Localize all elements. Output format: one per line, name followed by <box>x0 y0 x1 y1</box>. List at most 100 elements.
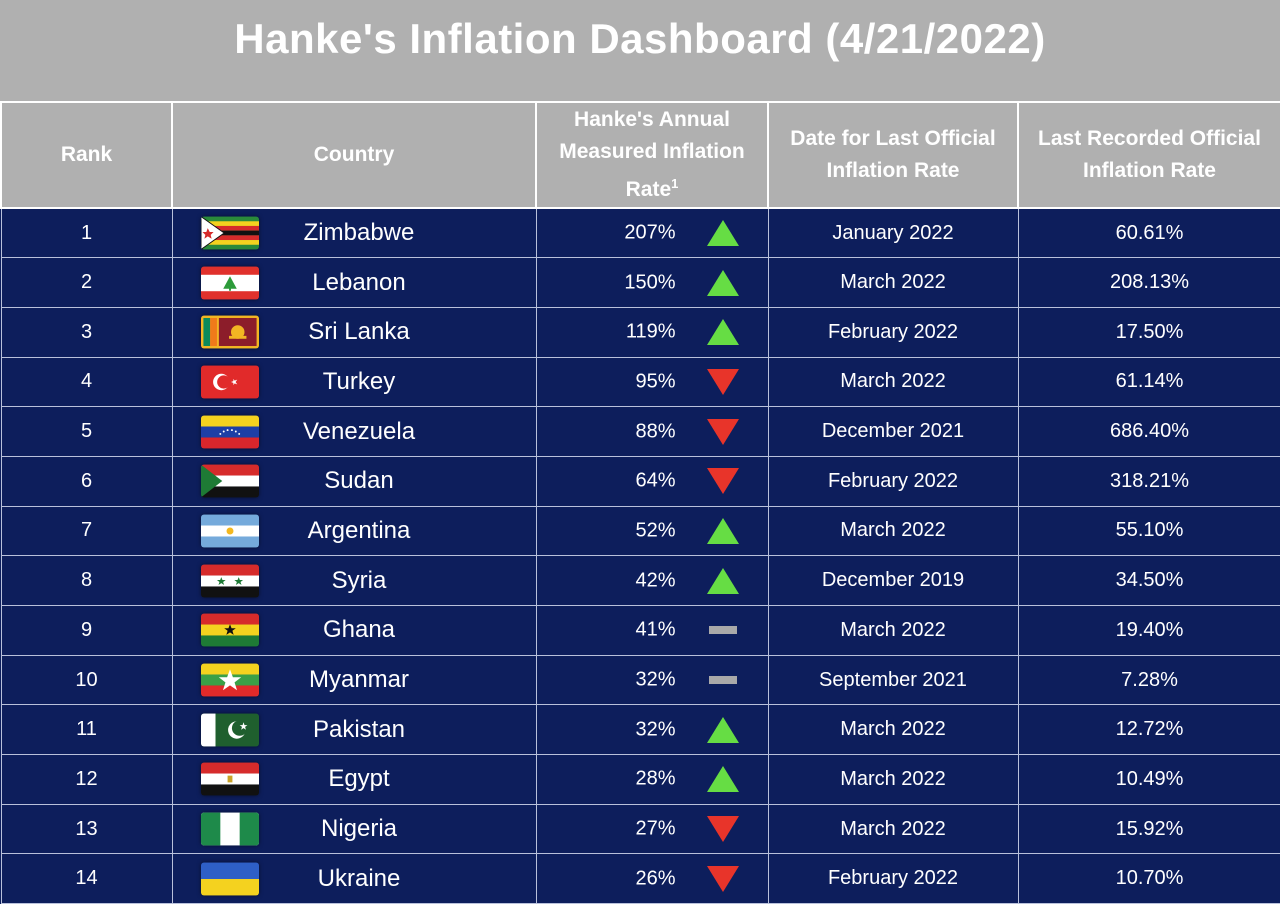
country-cell: Ghana <box>171 605 537 656</box>
hanke-rate-cell: 119% <box>535 306 769 358</box>
table-row: 5 Venezuela 88% December 2021 686.40% <box>0 406 1280 457</box>
official-rate-cell: 686.40% <box>1017 406 1280 457</box>
country-cell: Nigeria <box>171 803 537 855</box>
official-date-cell: January 2022 <box>767 207 1019 259</box>
hanke-rate-value: 32% <box>635 718 676 741</box>
title-bar: Hanke's Inflation Dashboard (4/21/2022) <box>0 0 1280 101</box>
hanke-rate-value: 52% <box>635 519 676 542</box>
trend-down-icon <box>705 367 741 397</box>
country-cell: Venezuela <box>171 406 537 457</box>
hanke-rate-cell: 41% <box>535 605 769 656</box>
table-row: 12 Egypt 28% March 2022 10.49% <box>0 754 1280 805</box>
official-rate-cell: 15.92% <box>1017 803 1280 855</box>
country-cell: Ukraine <box>171 853 537 904</box>
official-rate-cell: 10.70% <box>1017 853 1280 904</box>
official-date-cell: March 2022 <box>767 356 1019 408</box>
table-row: 10 Myanmar 32% September 2021 7.28% <box>0 654 1280 706</box>
rank-cell: 7 <box>0 505 173 557</box>
table-row: 3 Sri Lanka 119% February 2022 17.50% <box>0 306 1280 358</box>
country-name: Pakistan <box>312 715 406 743</box>
flag-sudan-icon <box>200 464 259 498</box>
country-name: Lebanon <box>312 268 406 296</box>
official-rate-cell: 60.61% <box>1017 207 1280 259</box>
header-official-date: Date for Last Official Inflation Rate <box>767 101 1019 209</box>
official-date-cell: February 2022 <box>767 306 1019 358</box>
flag-argentina-icon <box>200 514 259 548</box>
table-row: 6 Sudan 64% February 2022 318.21% <box>0 455 1280 507</box>
official-rate-cell: 208.13% <box>1017 257 1280 308</box>
hanke-rate-cell: 32% <box>535 654 769 706</box>
country-cell: Myanmar <box>171 654 537 706</box>
hanke-rate-cell: 42% <box>535 555 769 606</box>
rank-cell: 9 <box>0 605 173 656</box>
table-row: 8 Syria 42% December 2019 34.50% <box>0 555 1280 606</box>
official-date-cell: March 2022 <box>767 257 1019 308</box>
country-name: Myanmar <box>308 666 410 694</box>
official-rate-cell: 17.50% <box>1017 306 1280 358</box>
official-rate-cell: 318.21% <box>1017 455 1280 507</box>
hanke-rate-cell: 150% <box>535 257 769 308</box>
hanke-rate-value: 42% <box>635 569 676 592</box>
country-cell: Argentina <box>171 505 537 557</box>
country-name: Argentina <box>307 516 411 544</box>
hanke-rate-cell: 88% <box>535 406 769 457</box>
page-title: Hanke's Inflation Dashboard (4/21/2022) <box>234 14 1046 62</box>
hanke-rate-value: 32% <box>635 668 676 691</box>
hanke-rate-value: 119% <box>625 320 676 343</box>
official-rate-cell: 55.10% <box>1017 505 1280 557</box>
official-rate-cell: 34.50% <box>1017 555 1280 606</box>
header-hanke-rate-label: Hanke's Annual Measured Inflation Rate <box>559 108 745 201</box>
official-date-cell: December 2021 <box>767 406 1019 457</box>
flag-ukraine-icon <box>200 862 259 896</box>
trend-up-icon <box>705 764 741 794</box>
flag-venezuela-icon <box>200 415 259 449</box>
rank-cell: 6 <box>0 455 173 507</box>
rank-cell: 14 <box>0 853 173 904</box>
flag-turkey-icon <box>200 365 259 399</box>
table-row: 14 Ukraine 26% February 2022 10.70% <box>0 853 1280 904</box>
hanke-rate-cell: 32% <box>535 704 769 756</box>
header-hanke-rate: Hanke's Annual Measured Inflation Rate1 <box>535 101 769 209</box>
hanke-rate-cell: 95% <box>535 356 769 408</box>
official-date-cell: March 2022 <box>767 704 1019 756</box>
rank-cell: 5 <box>0 406 173 457</box>
country-cell: Syria <box>171 555 537 606</box>
official-date-cell: March 2022 <box>767 754 1019 805</box>
flag-pakistan-icon <box>200 713 259 747</box>
hanke-rate-value: 207% <box>624 221 676 244</box>
footnote-marker: 1 <box>671 176 679 191</box>
hanke-rate-value: 88% <box>635 420 676 443</box>
country-name: Egypt <box>328 765 390 793</box>
official-date-cell: December 2019 <box>767 555 1019 606</box>
official-date-cell: February 2022 <box>767 853 1019 904</box>
flag-lebanon-icon <box>200 266 259 299</box>
header-country: Country <box>171 101 537 209</box>
trend-up-icon <box>705 317 741 347</box>
country-name: Ukraine <box>317 864 401 892</box>
inflation-table: Rank Country Hanke's Annual Measured Inf… <box>0 101 1280 904</box>
country-cell: Sudan <box>171 455 537 507</box>
flag-egypt-icon <box>200 762 259 796</box>
country-cell: Zimbabwe <box>171 207 537 259</box>
header-official-rate: Last Recorded Official Inflation Rate <box>1017 101 1280 209</box>
table-row: 9 Ghana 41% March 2022 19.40% <box>0 605 1280 656</box>
country-name: Sri Lanka <box>308 318 410 346</box>
country-cell: Egypt <box>171 754 537 805</box>
trend-up-icon <box>705 516 741 546</box>
hanke-rate-value: 64% <box>635 469 676 492</box>
rank-cell: 1 <box>0 207 173 259</box>
country-cell: Lebanon <box>171 257 537 308</box>
rank-cell: 2 <box>0 257 173 308</box>
official-date-cell: March 2022 <box>767 505 1019 557</box>
official-date-cell: March 2022 <box>767 803 1019 855</box>
rank-cell: 11 <box>0 704 173 756</box>
country-name: Syria <box>331 566 387 594</box>
table-row: 7 Argentina 52% March 2022 55.10% <box>0 505 1280 557</box>
flag-myanmar-icon <box>200 663 259 697</box>
hanke-rate-cell: 52% <box>535 505 769 557</box>
trend-flat-icon <box>705 665 741 695</box>
rank-cell: 13 <box>0 803 173 855</box>
trend-down-icon <box>705 864 741 894</box>
country-name: Ghana <box>322 616 396 644</box>
hanke-rate-cell: 28% <box>535 754 769 805</box>
